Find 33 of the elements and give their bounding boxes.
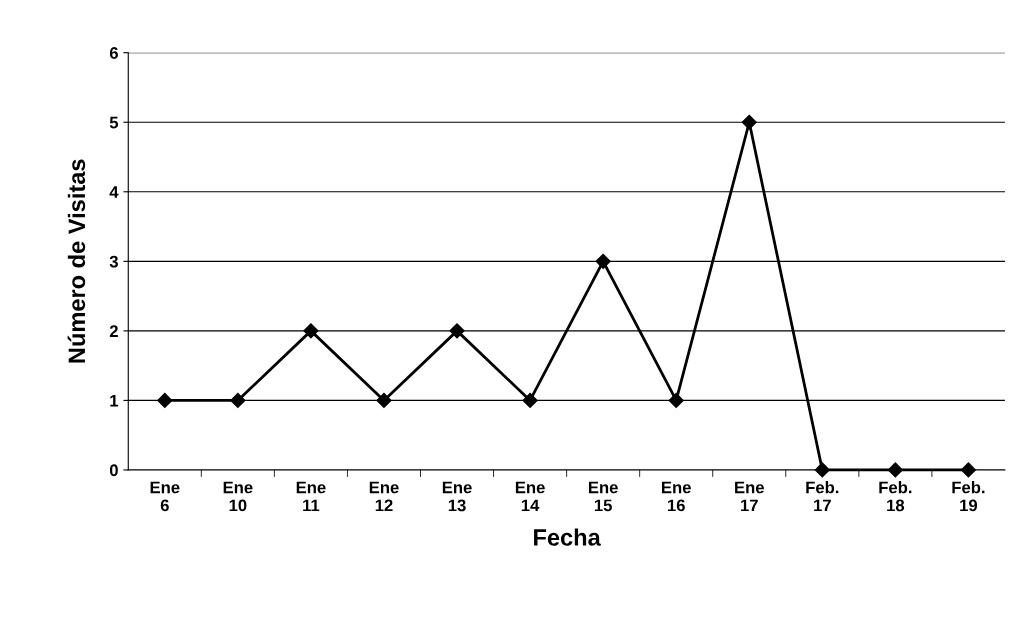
y-tick-label: 0 [109,464,118,477]
y-tick-label: 3 [109,255,118,268]
x-tick-label: Ene 11 [296,481,326,512]
point [522,392,538,408]
point [303,323,319,339]
y-axis-title: Número de Visitas [67,159,86,363]
point [157,392,173,408]
y-tick-label: 5 [109,116,119,129]
point [595,253,611,269]
point [960,462,976,478]
point [887,462,903,478]
x-tick-label: Ene 12 [369,481,399,512]
x-axis-title: Fecha [534,528,601,546]
point [449,323,465,339]
point [230,392,246,408]
x-tick-label: Ene 13 [442,481,472,512]
x-tick-label: Feb. 18 [879,481,912,512]
y-tick-label: 6 [109,47,118,59]
point [814,462,830,478]
y-tick-label: 1 [110,394,119,407]
x-tick-label: Ene 14 [515,481,545,512]
x-tick-label: Feb. 19 [952,481,985,512]
x-tick-label: Ene 6 [150,481,180,512]
y-tick-label: 2 [109,325,118,337]
point [376,392,392,408]
y-tick-label: 4 [109,186,119,198]
x-tick-label: Ene 10 [223,481,253,512]
x-tick-label: Ene 15 [588,481,618,512]
x-tick-label: Ene 16 [662,481,691,512]
x-tick-label: Ene 17 [735,481,764,512]
point [741,114,757,130]
point [668,392,684,408]
x-tick-label: Feb. 17 [806,481,839,512]
